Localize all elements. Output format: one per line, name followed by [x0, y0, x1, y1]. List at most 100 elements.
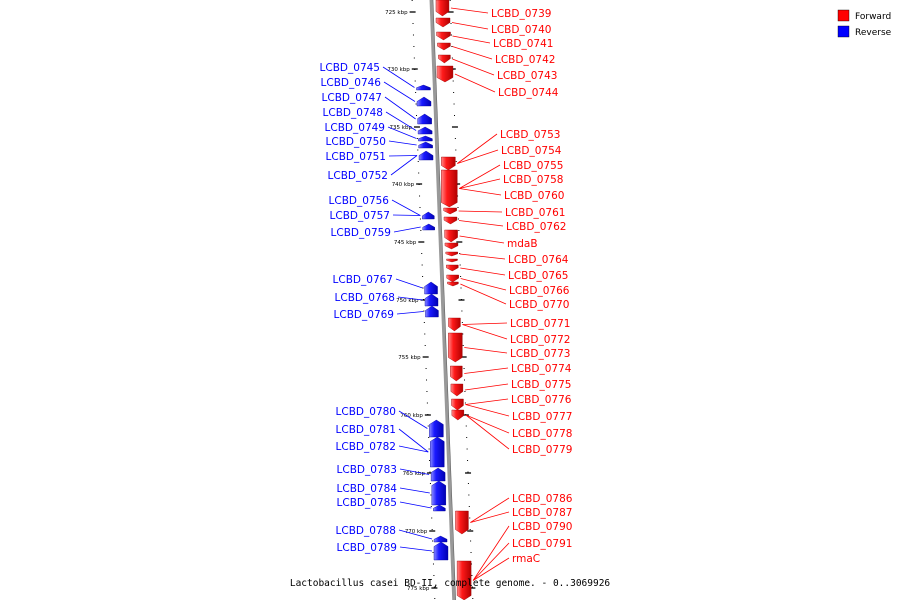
- gene-label-lcbd-0778[interactable]: LCBD_0778: [512, 428, 572, 440]
- gene-label-lcbd-0767[interactable]: LCBD_0767: [333, 274, 393, 286]
- gene-label-lcbd-0761[interactable]: LCBD_0761: [505, 207, 565, 219]
- gene-label-lcbd-0788[interactable]: LCBD_0788: [336, 525, 396, 537]
- gene-label-rmac[interactable]: rmaC: [512, 553, 540, 565]
- gene-label-lcbd-0784[interactable]: LCBD_0784: [337, 483, 398, 495]
- gene-label-lcbd-0789[interactable]: LCBD_0789: [337, 542, 397, 554]
- gene-label-lcbd-0756[interactable]: LCBD_0756: [329, 195, 390, 207]
- forward-gene-arrow[interactable]: [443, 207, 457, 215]
- gene-label-lcbd-0743[interactable]: LCBD_0743: [497, 70, 557, 82]
- forward-gene-arrow[interactable]: [441, 156, 456, 171]
- gene-label-lcbd-0782[interactable]: LCBD_0782: [336, 441, 396, 453]
- gene-label-lcbd-0750[interactable]: LCBD_0750: [326, 136, 386, 148]
- gene-label-lcbd-0766[interactable]: LCBD_0766: [509, 285, 570, 297]
- forward-gene-arrow[interactable]: [444, 242, 459, 250]
- forward-gene-arrow[interactable]: [446, 264, 459, 272]
- reverse-gene-arrow[interactable]: [424, 293, 439, 307]
- gene-label-lcbd-0773[interactable]: LCBD_0773: [510, 348, 570, 360]
- forward-gene-arrow[interactable]: [438, 54, 451, 64]
- gene-label-lcbd-0746[interactable]: LCBD_0746: [321, 77, 382, 89]
- forward-gene-arrow[interactable]: [444, 229, 458, 243]
- reverse-gene-arrow[interactable]: [416, 84, 431, 91]
- reverse-label-leader: [385, 111, 417, 131]
- forward-gene-arrow[interactable]: [446, 258, 458, 263]
- gene-label-lcbd-0744[interactable]: LCBD_0744: [498, 87, 559, 99]
- gene-label-lcbd-0786[interactable]: LCBD_0786: [512, 493, 573, 505]
- gene-label-lcbd-0747[interactable]: LCBD_0747: [322, 92, 382, 104]
- gene-label-lcbd-0768[interactable]: LCBD_0768: [335, 292, 395, 304]
- gene-label-lcbd-0740[interactable]: LCBD_0740: [491, 24, 551, 36]
- forward-gene-arrow[interactable]: [436, 65, 454, 83]
- forward-gene-arrow[interactable]: [456, 560, 472, 600]
- gene-label-lcbd-0739[interactable]: LCBD_0739: [491, 8, 551, 20]
- gene-label-lcbd-0753[interactable]: LCBD_0753: [500, 129, 560, 141]
- forward-gene-arrow[interactable]: [437, 42, 451, 51]
- forward-gene-arrow[interactable]: [450, 365, 463, 382]
- forward-gene-arrow[interactable]: [441, 169, 458, 208]
- gene-label-lcbd-0770[interactable]: LCBD_0770: [509, 299, 569, 311]
- gene-label-lcbd-0774[interactable]: LCBD_0774: [511, 363, 572, 375]
- gene-label-lcbd-0742[interactable]: LCBD_0742: [495, 54, 555, 66]
- forward-label-leader: [462, 322, 508, 325]
- gene-label-lcbd-0790[interactable]: LCBD_0790: [512, 521, 572, 533]
- gene-label-lcbd-0752[interactable]: LCBD_0752: [328, 170, 388, 182]
- forward-gene-arrow[interactable]: [451, 409, 465, 421]
- gene-label-lcbd-0758[interactable]: LCBD_0758: [503, 174, 563, 186]
- reverse-gene-arrow[interactable]: [433, 541, 449, 561]
- gene-label-lcbd-0757[interactable]: LCBD_0757: [330, 210, 390, 222]
- forward-gene-arrow[interactable]: [448, 332, 463, 363]
- reverse-gene-arrow[interactable]: [431, 480, 447, 506]
- reverse-gene-arrow[interactable]: [417, 113, 432, 125]
- gene-label-lcbd-0755[interactable]: LCBD_0755: [503, 160, 563, 172]
- forward-gene-arrow[interactable]: [445, 251, 458, 257]
- forward-gene-arrow[interactable]: [443, 216, 458, 225]
- gene-label-lcbd-0785[interactable]: LCBD_0785: [337, 497, 397, 509]
- forward-gene-arrow[interactable]: [435, 17, 451, 28]
- reverse-gene-arrow[interactable]: [430, 467, 446, 482]
- gene-label-lcbd-0759[interactable]: LCBD_0759: [331, 227, 391, 239]
- forward-gene-arrow[interactable]: [446, 274, 459, 283]
- gene-label-lcbd-0751[interactable]: LCBD_0751: [326, 151, 386, 163]
- gene-label-lcbd-0777[interactable]: LCBD_0777: [512, 411, 572, 423]
- forward-gene-arrow[interactable]: [447, 281, 459, 287]
- gene-label-lcbd-0776[interactable]: LCBD_0776: [511, 394, 572, 406]
- reverse-gene-arrow[interactable]: [430, 436, 445, 468]
- forward-gene-arrow[interactable]: [451, 398, 464, 411]
- gene-label-lcbd-0791[interactable]: LCBD_0791: [512, 538, 572, 550]
- gene-label-lcbd-0769[interactable]: LCBD_0769: [334, 309, 394, 321]
- gene-label-lcbd-0748[interactable]: LCBD_0748: [323, 107, 383, 119]
- gene-label-lcbd-0762[interactable]: LCBD_0762: [506, 221, 566, 233]
- gene-label-lcbd-0760[interactable]: LCBD_0760: [504, 190, 564, 202]
- gene-label-lcbd-0775[interactable]: LCBD_0775: [511, 379, 571, 391]
- forward-gene-arrow[interactable]: [448, 317, 461, 332]
- gene-label-mdab[interactable]: mdaB: [507, 238, 538, 250]
- gene-label-lcbd-0787[interactable]: LCBD_0787: [512, 507, 572, 519]
- gene-label-lcbd-0765[interactable]: LCBD_0765: [508, 270, 568, 282]
- reverse-gene-arrow[interactable]: [433, 535, 448, 543]
- reverse-gene-arrow[interactable]: [418, 135, 433, 142]
- gene-label-lcbd-0783[interactable]: LCBD_0783: [337, 464, 397, 476]
- gene-label-lcbd-0749[interactable]: LCBD_0749: [325, 122, 385, 134]
- reverse-gene-arrow[interactable]: [416, 96, 432, 107]
- forward-gene-arrow[interactable]: [435, 0, 450, 17]
- gene-label-lcbd-0764[interactable]: LCBD_0764: [508, 254, 569, 266]
- gene-label-lcbd-0781[interactable]: LCBD_0781: [336, 424, 396, 436]
- reverse-gene-arrow[interactable]: [424, 281, 438, 295]
- reverse-gene-arrow[interactable]: [433, 504, 446, 512]
- reverse-gene-arrow[interactable]: [425, 305, 439, 318]
- gene-label-lcbd-0741[interactable]: LCBD_0741: [493, 38, 553, 50]
- reverse-gene-arrow[interactable]: [417, 126, 433, 135]
- reverse-gene-arrow[interactable]: [422, 223, 435, 231]
- gene-label-lcbd-0780[interactable]: LCBD_0780: [336, 406, 396, 418]
- reverse-gene-arrow[interactable]: [429, 419, 444, 438]
- reverse-gene-arrow[interactable]: [422, 211, 435, 220]
- reverse-gene-arrow[interactable]: [418, 150, 434, 161]
- gene-label-lcbd-0745[interactable]: LCBD_0745: [320, 62, 380, 74]
- gene-label-lcbd-0754[interactable]: LCBD_0754: [501, 145, 562, 157]
- forward-gene-arrow[interactable]: [436, 31, 451, 41]
- reverse-gene-arrow[interactable]: [418, 141, 433, 149]
- gene-label-lcbd-0772[interactable]: LCBD_0772: [510, 334, 570, 346]
- gene-label-lcbd-0771[interactable]: LCBD_0771: [510, 318, 570, 330]
- forward-gene-arrow[interactable]: [450, 383, 464, 397]
- forward-gene-arrow[interactable]: [455, 510, 469, 535]
- gene-label-lcbd-0779[interactable]: LCBD_0779: [512, 444, 572, 456]
